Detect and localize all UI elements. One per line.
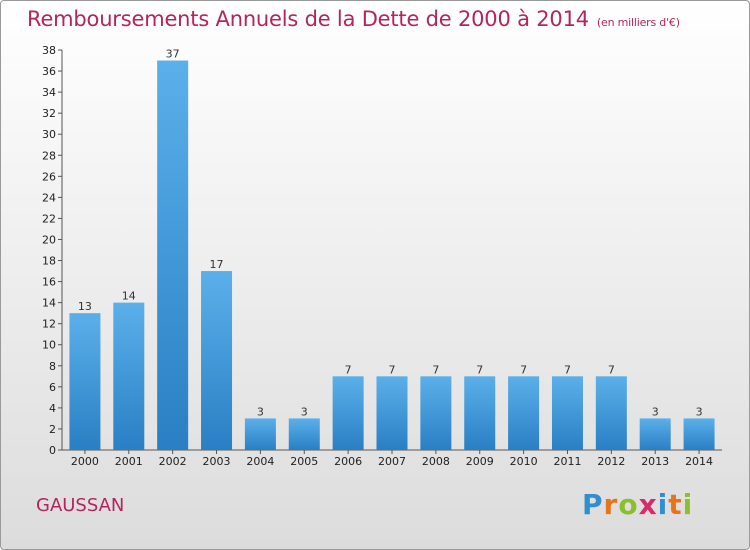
- bar: [69, 313, 101, 450]
- y-tick-label: 4: [49, 402, 56, 415]
- bar-value-label: 7: [564, 363, 571, 376]
- x-tick-label: 2000: [71, 455, 99, 468]
- bar-value-label: 3: [301, 405, 308, 418]
- x-tick-label: 2002: [159, 455, 187, 468]
- y-tick-label: 26: [42, 170, 56, 183]
- x-tick-label: 2007: [378, 455, 406, 468]
- x-tick-label: 2008: [422, 455, 450, 468]
- chart-title: Remboursements Annuels de la Dette de 20…: [27, 7, 680, 31]
- chart-subtitle: (en milliers d'€): [596, 16, 680, 29]
- x-tick-label: 2005: [290, 455, 318, 468]
- bar-value-label: 7: [389, 363, 396, 376]
- bar: [244, 418, 276, 450]
- brand-letter: i: [682, 488, 694, 521]
- bar: [332, 376, 364, 450]
- chart-title-text: Remboursements Annuels de la Dette de 20…: [27, 7, 589, 31]
- x-tick-label: 2010: [510, 455, 538, 468]
- bar: [683, 418, 715, 450]
- brand-letter: P: [582, 488, 604, 521]
- y-tick-label: 16: [42, 276, 56, 289]
- bar: [639, 418, 671, 450]
- brand-letter: o: [618, 488, 639, 521]
- x-tick-label: 2014: [685, 455, 713, 468]
- y-tick-label: 2: [49, 423, 56, 436]
- bar: [464, 376, 496, 450]
- y-tick-label: 34: [42, 86, 56, 99]
- x-tick-label: 2006: [334, 455, 362, 468]
- y-tick-label: 8: [49, 360, 56, 373]
- x-tick-label: 2011: [553, 455, 581, 468]
- bar: [595, 376, 627, 450]
- brand-logo: Proxiti: [582, 488, 693, 521]
- bar-value-label: 7: [520, 363, 527, 376]
- y-tick-label: 38: [42, 44, 56, 57]
- bar: [113, 302, 145, 450]
- bar-value-label: 3: [257, 405, 264, 418]
- x-tick-label: 2009: [466, 455, 494, 468]
- bar: [508, 376, 540, 450]
- bar: [201, 271, 233, 450]
- x-tick-label: 2004: [246, 455, 274, 468]
- y-tick-label: 22: [42, 212, 56, 225]
- bar: [288, 418, 320, 450]
- y-tick-label: 14: [42, 297, 56, 310]
- x-tick-label: 2003: [203, 455, 231, 468]
- brand-letter: r: [603, 488, 619, 521]
- brand-letter: x: [638, 488, 658, 521]
- bar: [157, 60, 189, 451]
- y-tick-label: 6: [49, 381, 56, 394]
- bar: [376, 376, 408, 450]
- y-tick-label: 36: [42, 65, 56, 78]
- bar-value-label: 13: [78, 300, 92, 313]
- place-name: GAUSSAN: [36, 495, 125, 516]
- brand-letter: t: [668, 488, 683, 521]
- bars: [69, 60, 715, 451]
- y-tick-label: 0: [49, 444, 56, 457]
- bar-value-label: 7: [432, 363, 439, 376]
- bar-value-label: 7: [345, 363, 352, 376]
- bar: [551, 376, 583, 450]
- y-tick-label: 20: [42, 233, 56, 246]
- bar-value-label: 7: [476, 363, 483, 376]
- y-tick-label: 28: [42, 149, 56, 162]
- x-tick-label: 2001: [115, 455, 143, 468]
- bar-value-label: 3: [652, 405, 659, 418]
- brand-letter: i: [657, 488, 669, 521]
- bar-value-label: 3: [696, 405, 703, 418]
- bar: [420, 376, 452, 450]
- bar-value-label: 37: [166, 48, 180, 61]
- y-tick-label: 30: [42, 128, 56, 141]
- y-tick-label: 24: [42, 191, 56, 204]
- x-tick-label: 2012: [597, 455, 625, 468]
- x-tick-label: 2013: [641, 455, 669, 468]
- y-tick-label: 32: [42, 107, 56, 120]
- bar-value-label: 14: [122, 290, 136, 303]
- y-tick-label: 10: [42, 339, 56, 352]
- y-tick-label: 12: [42, 318, 56, 331]
- y-tick-label: 18: [42, 255, 56, 268]
- bar-value-label: 17: [210, 258, 224, 271]
- bar-value-label: 7: [608, 363, 615, 376]
